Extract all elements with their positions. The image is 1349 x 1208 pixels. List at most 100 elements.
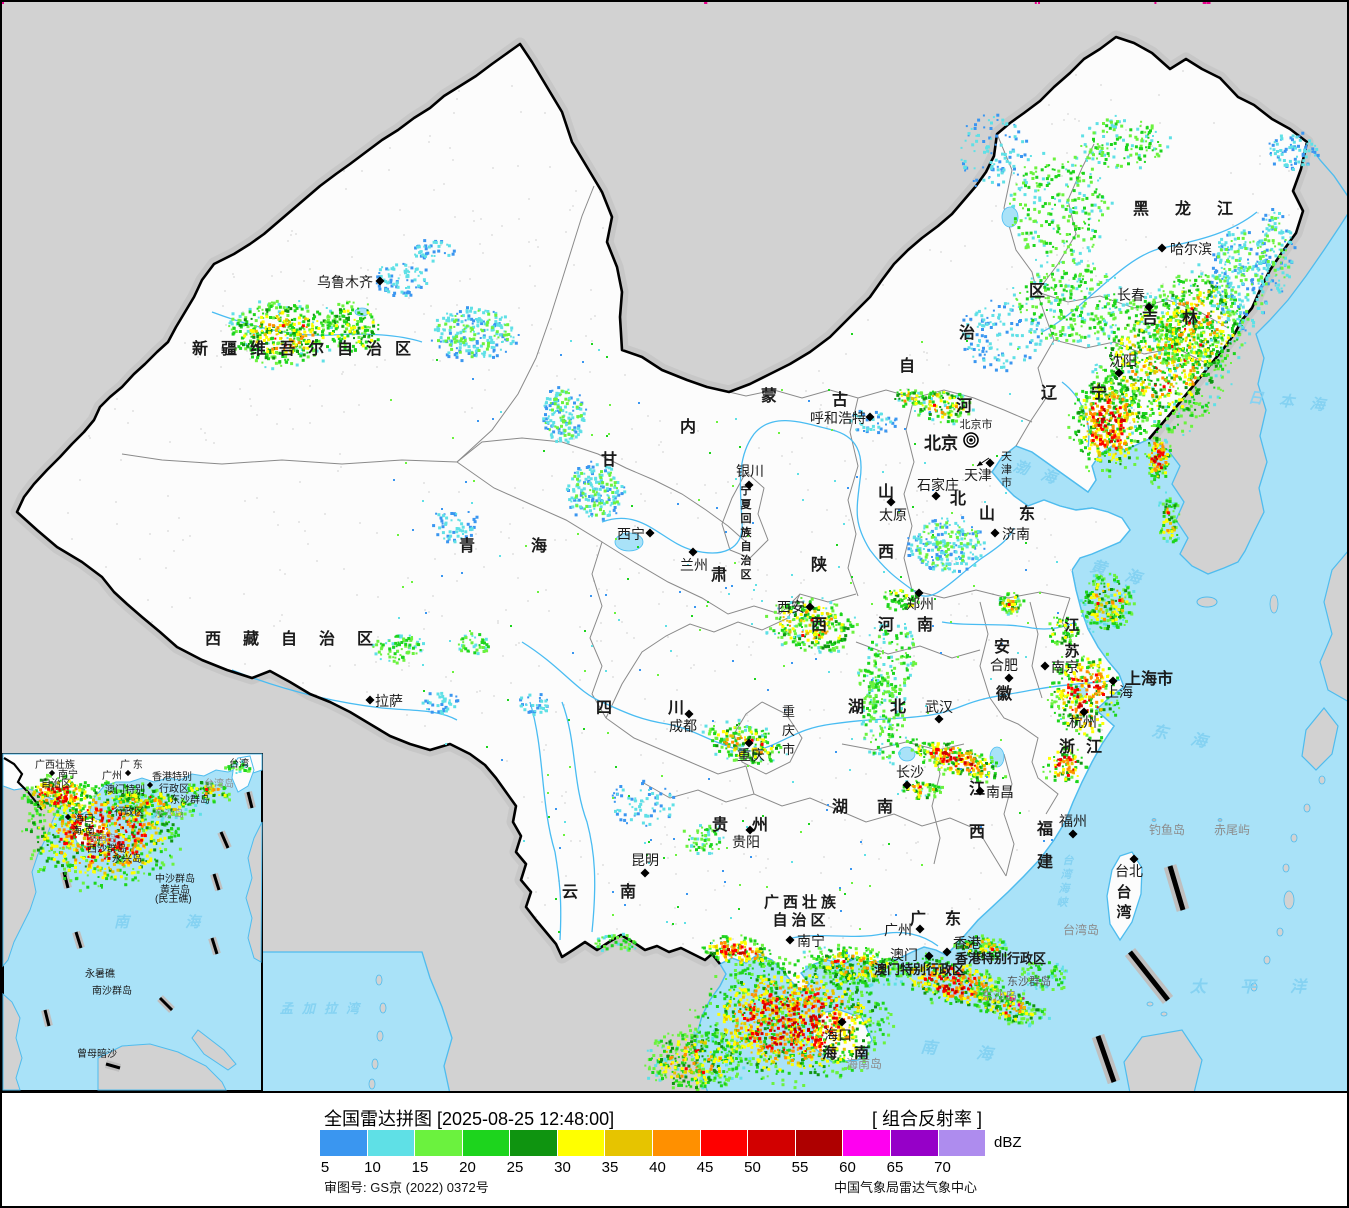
radar-echo [457, 632, 490, 656]
inset-label: 海口 [74, 812, 94, 825]
jeju-island [1196, 596, 1218, 608]
inset-radar-echoes [20, 760, 252, 893]
dbz-color-cell [843, 1130, 890, 1156]
island-label: 东沙岛 [981, 988, 1017, 1003]
inset-label: 广西壮族 [35, 758, 75, 771]
radar-echo [802, 943, 906, 988]
province-label: 治 [959, 323, 975, 342]
inset-reef-mark [1202, 2, 1205, 4]
river [561, 701, 596, 933]
place-label: 澳门特别行政区 [874, 962, 965, 977]
radar-echo [20, 773, 96, 818]
inset-reef-mark [1206, 2, 1209, 4]
city-dot [1079, 707, 1089, 717]
inset-label: (民主礁) [155, 892, 192, 905]
inset-label: 广州 [102, 770, 122, 782]
radar-echo [1012, 261, 1125, 348]
radar-echo [960, 113, 1029, 187]
province-line [979, 601, 991, 699]
radar-echo [969, 985, 1051, 1028]
province-line [989, 697, 1059, 815]
radar-echo [962, 299, 1042, 373]
radar-echo [905, 738, 1008, 784]
city-label: 成都 [669, 718, 697, 734]
province-line [601, 541, 857, 615]
dbz-tick: 40 [649, 1159, 666, 1176]
province-label: 台湾 [1116, 883, 1131, 921]
sea-label: 太平洋 [1189, 978, 1340, 996]
ryukyu-islet [1276, 927, 1284, 937]
province-label: 区 [1029, 282, 1045, 300]
inset-label: 南沙群岛 [92, 984, 132, 997]
dbz-color-cell [938, 1130, 986, 1156]
radar-echo [644, 1027, 752, 1091]
city-label: 呼和浩特 [810, 410, 866, 426]
radar-echo [1048, 616, 1081, 646]
radar-echo [1046, 652, 1121, 743]
radar-echo [1067, 372, 1149, 479]
inset-luzon [245, 821, 263, 963]
inset-reef-mark [705, 2, 708, 4]
island-label: 台湾岛 [1063, 922, 1099, 937]
province-label: 甘 [601, 451, 617, 469]
dbz-tick: 15 [411, 1159, 429, 1176]
city-label: 杭州 [1069, 714, 1097, 730]
province-label: 浙江 [1059, 737, 1113, 756]
province-label: 内 [680, 417, 696, 436]
inset-label: 行政区 [114, 805, 144, 818]
philippine-islet [1160, 1011, 1168, 1017]
city-label: 乌鲁木齐 [317, 274, 373, 290]
andaman-islet [379, 1002, 387, 1014]
city-label: 南宁 [797, 933, 825, 949]
inset-dash-segment [105, 1062, 121, 1070]
philippine-islet [1146, 1001, 1154, 1007]
inset-dash-segment [158, 996, 174, 1012]
province-line [121, 453, 458, 465]
luzon-island [1123, 1029, 1203, 1091]
kyushu-island [1301, 707, 1339, 771]
radar-echo [1144, 431, 1172, 489]
city-label: 南昌 [986, 784, 1014, 800]
city-dot [1144, 302, 1154, 312]
province-label: 广西壮族 [764, 893, 840, 911]
city-label: 福州 [1059, 813, 1087, 829]
radar-echo [1079, 572, 1136, 633]
city-label: 长春 [1117, 287, 1145, 303]
ryukyu-islet [1282, 863, 1290, 873]
ryukyu-islet [1283, 890, 1295, 910]
city-label: 香港 [953, 935, 981, 951]
dbz-color-cell [748, 1130, 795, 1156]
radar-echo [371, 634, 425, 665]
inset-label: 广 东 [120, 758, 143, 771]
radar-echo [186, 781, 231, 805]
inset-dash-segment [212, 873, 221, 891]
inset-label: 曾母暗沙 [77, 1047, 117, 1060]
province-label: 山东 [979, 504, 1059, 523]
city-dot [1114, 368, 1124, 378]
ryukyu-islet [1263, 955, 1271, 965]
province-label: 徽 [995, 684, 1013, 703]
inset-dash-segment [43, 1009, 51, 1027]
inset-label: 东沙群岛 [170, 793, 210, 806]
city-label: 哈尔滨 [1170, 241, 1212, 257]
dbz-tick: 25 [506, 1159, 524, 1176]
dbz-tick: 30 [554, 1159, 571, 1176]
city-label: 天津 [964, 467, 992, 483]
radar-echo [883, 588, 920, 612]
province-label: 黑龙江 [1133, 199, 1259, 218]
city-label: 济南 [1002, 526, 1030, 542]
city-dot [1108, 676, 1118, 686]
province-label: 西藏自治区 [205, 629, 395, 648]
city-label: 海口 [824, 1027, 852, 1043]
dbz-color-cell [557, 1130, 605, 1156]
city-label: 长沙 [896, 764, 924, 780]
province-line [605, 593, 801, 719]
reef-mark [1022, 997, 1025, 1000]
product-label: [ 组合反射率 ] [871, 1109, 982, 1129]
radar-echo [1020, 961, 1068, 991]
province-label: 自治区 [772, 911, 829, 929]
river [521, 641, 1121, 752]
city-label: 拉萨 [375, 693, 403, 709]
inset-label: 中沙群岛 [155, 872, 195, 885]
